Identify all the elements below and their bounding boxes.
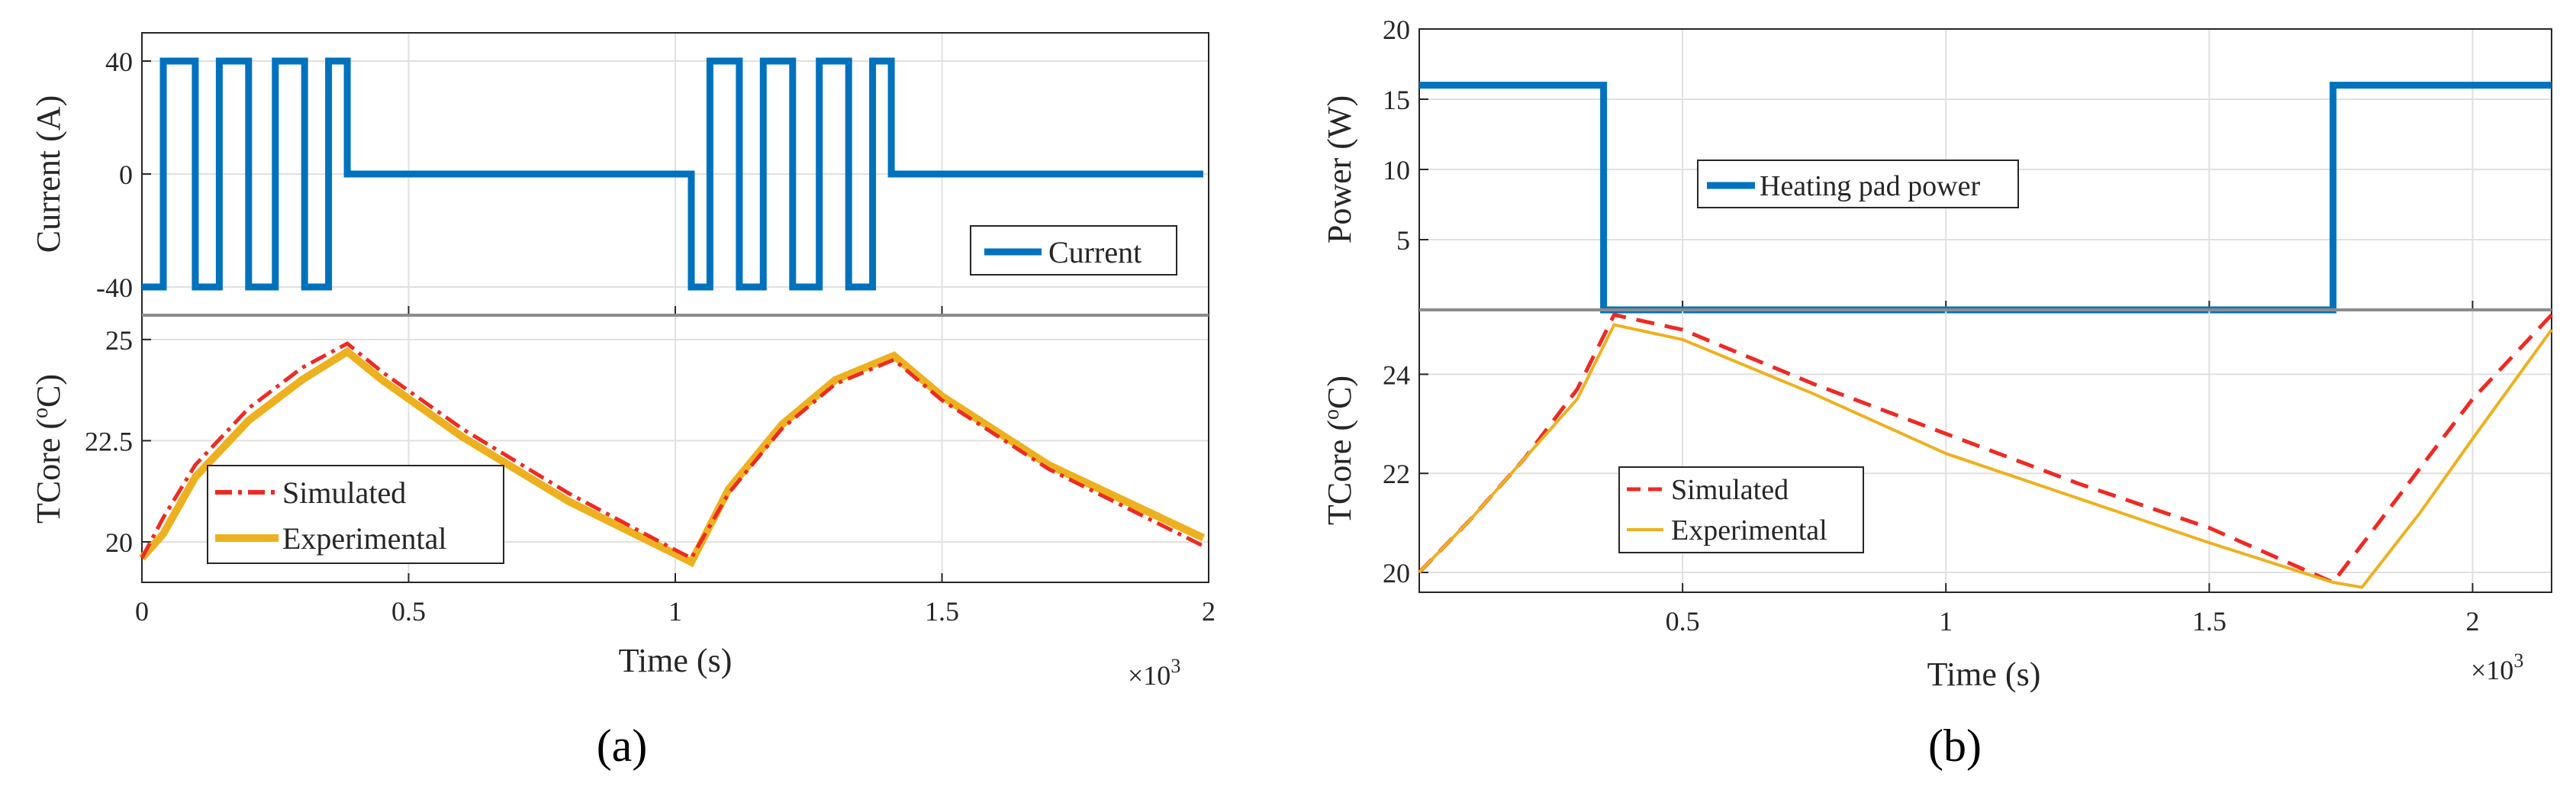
xlabel-a: Time (s) bbox=[619, 642, 733, 679]
ylabel-b2: TCore (oC) bbox=[1320, 376, 1358, 525]
legend-power-label: Heating pad power bbox=[1760, 170, 1980, 202]
xtick-label-a2-3: 1.5 bbox=[925, 596, 959, 627]
ytick-label-a2-0: 20 bbox=[105, 527, 133, 558]
legend-b2: Simulated Experimental bbox=[1618, 466, 1864, 553]
ytick-label-a2-1: 22.5 bbox=[85, 426, 133, 456]
ytick-label-b1-3: 20 bbox=[1383, 15, 1410, 45]
ytick-label-b1-0: 5 bbox=[1396, 225, 1410, 256]
ytick-label-b2-2: 24 bbox=[1383, 359, 1410, 390]
legend-experimental-label: Experimental bbox=[282, 521, 446, 556]
ticks-b1: 5 10 15 20 bbox=[1383, 15, 2474, 310]
xtick-label-b2-1: 1 bbox=[1939, 606, 1953, 637]
series-simulated-line bbox=[140, 341, 1205, 561]
panel-label-b: (b) bbox=[1928, 720, 1982, 771]
xtick-label-b2-3: 2 bbox=[2465, 606, 2479, 637]
series-experimental-line bbox=[139, 347, 1206, 568]
series-experimental-line-b bbox=[1418, 323, 2553, 589]
ytick-label-b2-0: 20 bbox=[1383, 558, 1410, 588]
xlabel-b: Time (s) bbox=[1927, 656, 2041, 693]
legend-a2: Simulated Experimental bbox=[207, 465, 504, 564]
series-simulated-line-b bbox=[1418, 312, 2553, 585]
series-current-line bbox=[142, 57, 1203, 291]
xtick-label-a2-0: 0 bbox=[135, 596, 149, 627]
xtick-label-a2-4: 2 bbox=[1202, 596, 1216, 627]
xtick-label-a2-2: 1 bbox=[668, 596, 682, 627]
ylabel-b1: Power (W) bbox=[1321, 95, 1358, 243]
x-multiplier-b: ×103 bbox=[2471, 650, 2523, 685]
legend-box-b2 bbox=[1618, 466, 1864, 553]
ytick-label-a2-2: 25 bbox=[105, 325, 133, 356]
legend-a1: Current bbox=[970, 225, 1177, 276]
x-multiplier-a: ×103 bbox=[1128, 655, 1180, 691]
legend-current-label: Current bbox=[1048, 235, 1141, 269]
xtick-label-b2-0: 0.5 bbox=[1666, 606, 1700, 637]
panel-label-a: (a) bbox=[597, 720, 648, 771]
legend-b1: Heating pad power bbox=[1697, 160, 2019, 208]
legend-box-a2 bbox=[207, 465, 504, 564]
ytick-label-a1-2: 40 bbox=[105, 47, 133, 77]
ytick-label-a1-0: -40 bbox=[96, 272, 133, 303]
legend-simulated-label: Simulated bbox=[282, 475, 406, 510]
ytick-label-b1-1: 10 bbox=[1383, 155, 1410, 185]
xtick-label-b2-2: 1.5 bbox=[2192, 606, 2227, 637]
grid-b2 bbox=[1419, 310, 2552, 592]
ytick-label-a1-1: 0 bbox=[119, 160, 133, 190]
chart-a-current: -40 0 40 Current (A) Current bbox=[30, 32, 1209, 316]
axes-frame-b2 bbox=[1418, 309, 2552, 593]
ticks-b2: 0.5 1 1.5 2 20 22 24 bbox=[1383, 359, 2479, 637]
ticks-a2: 0 0.5 1 1.5 2 20 22.5 25 bbox=[85, 325, 1216, 627]
ytick-label-b1-2: 15 bbox=[1383, 85, 1410, 115]
ylabel-a2: TCore (oC) bbox=[29, 374, 67, 524]
legend-experimental-label-b: Experimental bbox=[1671, 514, 1827, 546]
chart-b-power: 5 10 15 20 Power (W) Heating pad power bbox=[1321, 15, 2552, 314]
ytick-label-b2-1: 22 bbox=[1383, 459, 1410, 489]
legend-simulated-label-b: Simulated bbox=[1671, 474, 1789, 506]
ylabel-a1: Current (A) bbox=[30, 95, 67, 253]
chart-a-tcore: 0 0.5 1 1.5 2 20 22.5 25 TCore (oC) Time (s) ×1… bbox=[29, 314, 1216, 691]
xtick-label-a2-1: 0.5 bbox=[391, 596, 426, 627]
